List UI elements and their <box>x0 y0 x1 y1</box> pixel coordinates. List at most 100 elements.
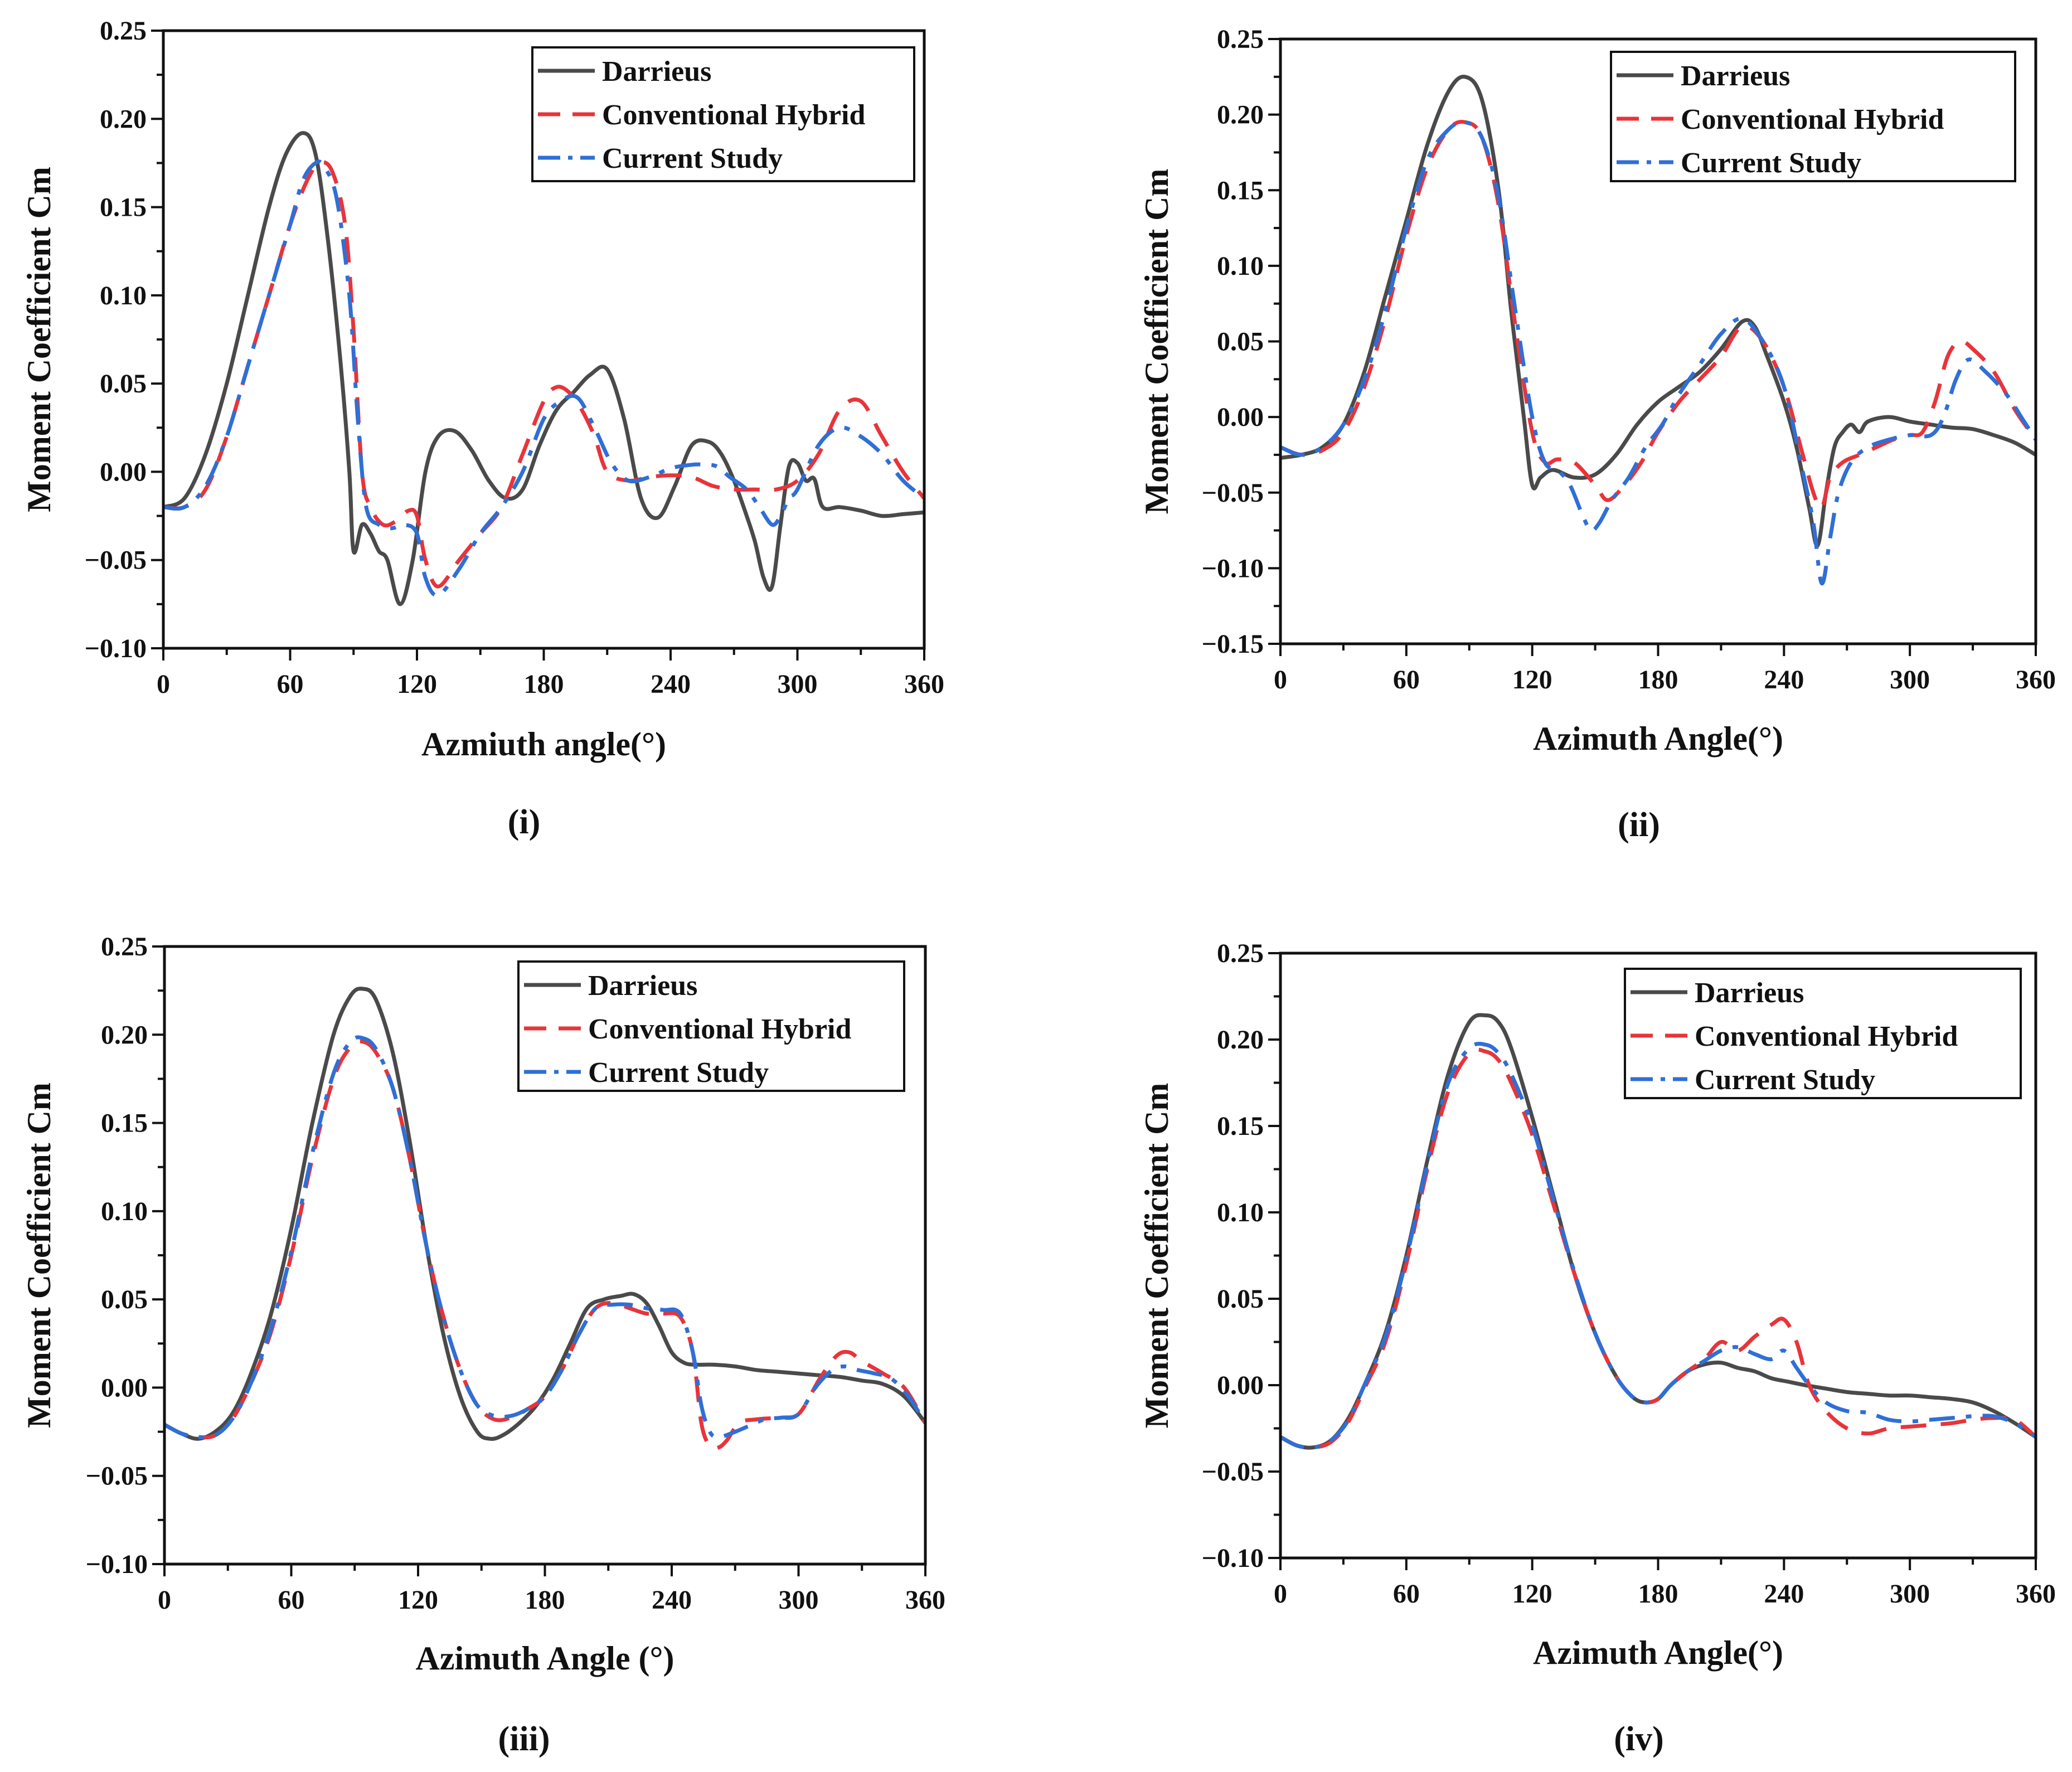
x-tick-label: 300 <box>1890 1579 1930 1609</box>
x-tick-label: 300 <box>779 1585 819 1615</box>
x-tick-label: 0 <box>1274 1579 1287 1609</box>
y-tick-label: −0.05 <box>86 1462 148 1491</box>
x-tick-label: 240 <box>652 1585 692 1615</box>
legend: Darrieus Conventional Hybrid Current Study <box>1624 968 2022 1099</box>
legend: Darrieus Conventional Hybrid Current Study <box>531 46 915 182</box>
y-tick-label: 0.05 <box>101 1285 148 1314</box>
x-tick-label: 300 <box>778 669 818 699</box>
x-tick-label: 180 <box>1638 1579 1678 1609</box>
y-tick-label: 0.00 <box>1217 1371 1264 1400</box>
y-tick-label: 0.20 <box>1217 1025 1264 1055</box>
panel-label: (i) <box>508 803 541 841</box>
series-group <box>1280 1013 2036 1450</box>
y-tick-label: 0.15 <box>1217 176 1264 205</box>
y-tick-label: −0.05 <box>1202 1457 1264 1487</box>
y-tick-label: 0.10 <box>101 1197 148 1226</box>
panel-label: (ii) <box>1618 806 1660 844</box>
legend-box <box>531 46 915 182</box>
y-tick-label: 0.25 <box>101 932 148 962</box>
x-tick-label: 60 <box>1393 1579 1420 1609</box>
y-tick-label: 0.25 <box>1217 25 1264 54</box>
series-line-current-study <box>163 159 924 598</box>
legend-label: Conventional Hybrid <box>588 1013 851 1045</box>
legend-label: Conventional Hybrid <box>1681 104 1944 135</box>
x-tick-label: 60 <box>278 1585 305 1615</box>
x-tick-label: 240 <box>651 669 691 699</box>
y-tick-label: 0.15 <box>101 1109 148 1138</box>
legend-label: Darrieus <box>1695 977 1804 1009</box>
legend-label: Darrieus <box>1681 60 1790 92</box>
legend-label: Conventional Hybrid <box>602 99 865 131</box>
x-tick-label: 120 <box>397 669 437 699</box>
y-tick-label: −0.10 <box>85 634 147 663</box>
y-axis-title: Moment Coefficient Cm <box>1138 169 1175 514</box>
y-tick-label: −0.10 <box>1202 1543 1264 1573</box>
y-tick-label: 0.05 <box>1217 327 1264 357</box>
y-tick-label: 0.20 <box>100 104 147 134</box>
x-tick-label: 180 <box>1638 665 1678 695</box>
legend: Darrieus Conventional Hybrid Current Study <box>1610 51 2016 182</box>
y-tick-label: 0.25 <box>1217 939 1264 968</box>
x-tick-label: 180 <box>525 1585 565 1615</box>
x-tick-label: 60 <box>1393 665 1420 695</box>
legend-label: Current Study <box>1681 147 1861 179</box>
legend-label: Darrieus <box>588 970 697 1002</box>
y-tick-label: 0.05 <box>100 369 147 399</box>
legend-label: Current Study <box>588 1057 769 1089</box>
series-line-darrieus <box>164 987 925 1441</box>
legend: Darrieus Conventional Hybrid Current Study <box>517 960 905 1092</box>
x-tick-label: 120 <box>1512 1579 1552 1609</box>
x-tick-label: 60 <box>277 669 304 699</box>
x-tick-label: 360 <box>904 669 944 699</box>
y-tick-label: 0.25 <box>100 16 147 46</box>
legend-label: Conventional Hybrid <box>1695 1021 1958 1052</box>
legend-box <box>1610 51 2016 182</box>
chart-panel-3: 0 60 120 180 240 300 360 −0.10 −0.05 0.00 0.05 0.10… <box>21 932 945 1758</box>
series-line-darrieus <box>1280 75 2036 548</box>
x-tick-label: 120 <box>398 1585 438 1615</box>
x-tick-label: 0 <box>157 669 170 699</box>
x-tick-label: 360 <box>905 1585 945 1615</box>
series-group <box>1280 75 2036 586</box>
legend-box <box>517 960 905 1092</box>
legend-box <box>1624 968 2022 1099</box>
y-tick-label: 0.10 <box>100 281 147 310</box>
y-axis-title: Moment Coefficient Cm <box>21 1082 57 1428</box>
x-tick-label: 0 <box>158 1585 171 1615</box>
x-tick-label: 0 <box>1274 665 1287 695</box>
x-tick-label: 180 <box>524 669 564 699</box>
chart-panel-4: 0 60 120 180 240 300 360 −0.10 −0.05 0.00 0.05 0.10… <box>1138 939 2056 1758</box>
y-axis-title: Moment Coefficient Cm <box>1138 1083 1175 1429</box>
y-tick-label: 0.15 <box>100 193 147 222</box>
x-tick-label: 300 <box>1890 665 1930 695</box>
y-tick-label: −0.15 <box>1202 629 1264 659</box>
y-tick-label: −0.10 <box>86 1550 148 1579</box>
legend-label: Current Study <box>1695 1064 1875 1096</box>
y-tick-label: 0.20 <box>101 1020 148 1050</box>
x-tick-label: 240 <box>1764 1579 1804 1609</box>
x-axis-title: Azimuth Angle(°) <box>1533 1634 1783 1671</box>
y-tick-label: 0.20 <box>1217 100 1264 130</box>
y-tick-label: −0.05 <box>85 546 147 575</box>
y-tick-label: 0.05 <box>1217 1284 1264 1314</box>
y-tick-label: 0.00 <box>1217 402 1264 432</box>
series-line-conventional-hybrid <box>1280 1047 2036 1450</box>
x-axis-title: Azmiuth angle(°) <box>421 726 666 763</box>
y-tick-label: −0.05 <box>1202 478 1264 508</box>
y-tick-label: 0.10 <box>1217 251 1264 281</box>
x-tick-label: 360 <box>2016 1579 2056 1609</box>
series-line-current-study <box>164 1035 925 1440</box>
x-axis-title: Azimuth Angle(°) <box>1533 720 1783 757</box>
chart-panel-2: 0 60 120 180 240 300 360 −0.15 −0.10 −0.05 0.00 0.0… <box>1138 25 2056 844</box>
chart-panel-1: 0 60 120 180 240 300 360 −0.10 −0.05 0.00 0.05 0.10… <box>21 16 944 841</box>
x-tick-label: 240 <box>1764 665 1804 695</box>
y-tick-label: 0.00 <box>101 1373 148 1402</box>
panel-label: (iii) <box>498 1720 550 1758</box>
series-group <box>164 987 925 1451</box>
x-tick-label: 360 <box>2016 665 2056 695</box>
legend-label: Darrieus <box>602 56 711 88</box>
y-tick-label: 0.15 <box>1217 1111 1264 1141</box>
x-tick-label: 120 <box>1512 665 1552 695</box>
